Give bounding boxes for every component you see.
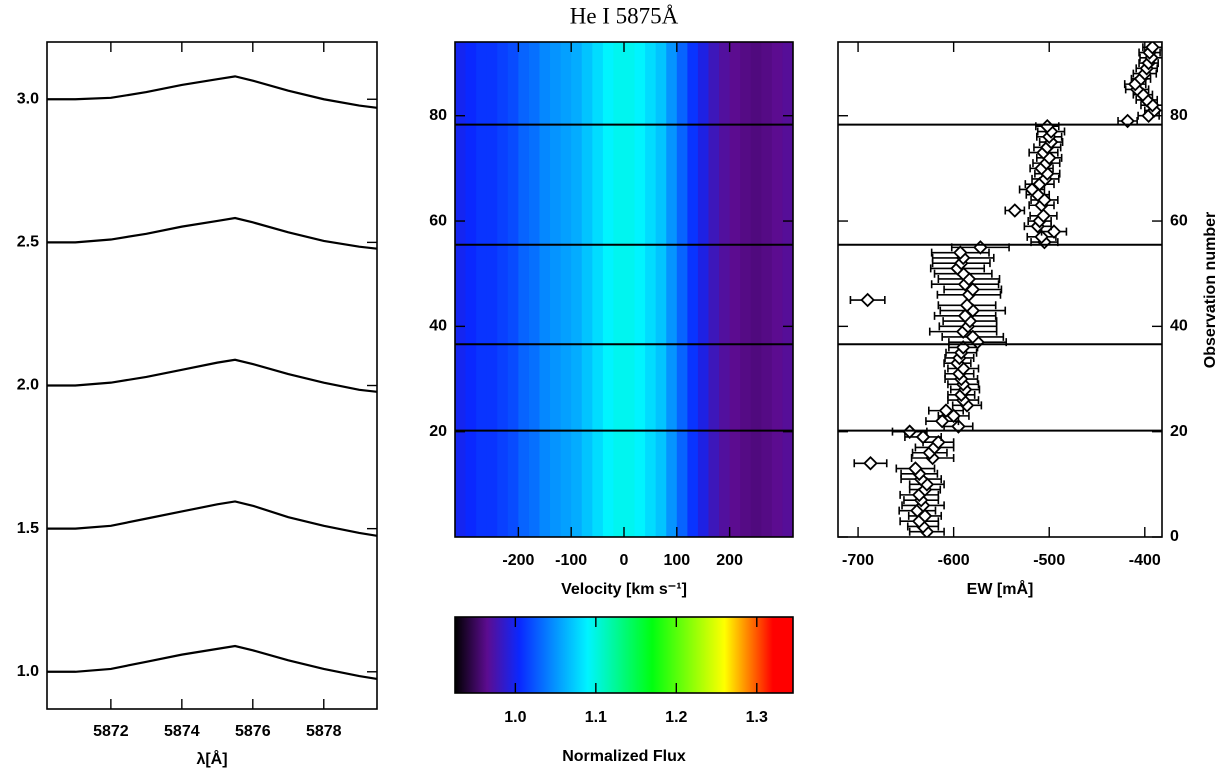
- heatmap-cell: [687, 42, 699, 537]
- plot-frame: [454, 616, 794, 694]
- x-tick-label: 5872: [93, 723, 129, 740]
- x-tick-label: 200: [716, 552, 743, 569]
- heatmap-cell: [539, 42, 551, 537]
- spectrum-line: [47, 216, 378, 250]
- heatmap-cell: [634, 42, 646, 537]
- heatmap-cell: [602, 42, 614, 537]
- y-tick-label: 1.5: [17, 520, 39, 537]
- diamond-marker: [860, 292, 875, 308]
- x-tick-label: 1.3: [746, 709, 768, 726]
- x-axis-label: EW [mÅ]: [967, 579, 1034, 598]
- points: [849, 42, 1162, 537]
- x-tick-label: -400: [1129, 552, 1161, 569]
- colorbar: [455, 617, 793, 693]
- diamond-marker: [1046, 224, 1062, 239]
- y-tick-label: 3.0: [17, 90, 39, 107]
- x-tick-label: 5874: [164, 723, 200, 740]
- heatmap-cell: [645, 42, 657, 537]
- y-tick-label: 60: [429, 212, 447, 229]
- spectrum-line: [47, 75, 378, 109]
- diamond-marker: [965, 329, 981, 345]
- heatmap-cell: [560, 42, 572, 537]
- x-tick-label: -200: [502, 552, 534, 569]
- x-tick-label: -500: [1033, 552, 1065, 569]
- heatmap-cell: [719, 42, 731, 537]
- heatmap-cell: [613, 42, 625, 537]
- diamond-marker: [1034, 229, 1049, 245]
- heatmap-cell: [782, 42, 794, 537]
- y-tick-label: 80: [1170, 107, 1188, 124]
- spectrum-line: [47, 500, 378, 537]
- spectrum-line: [47, 644, 378, 681]
- y-tick-label: 40: [1170, 318, 1188, 335]
- plot-frame: [837, 41, 1163, 538]
- diamond-marker: [1145, 42, 1160, 55]
- y-tick-label: 40: [429, 318, 447, 335]
- diamond-marker: [953, 245, 968, 260]
- x-tick-label: -100: [555, 552, 587, 569]
- y-tick-label: 20: [429, 423, 447, 440]
- x-tick-label: 100: [663, 552, 690, 569]
- x-tick-label: 1.0: [504, 709, 526, 726]
- diamond-marker: [973, 240, 988, 255]
- plot-frame: [46, 41, 378, 710]
- y-tick-label: 60: [1170, 212, 1188, 229]
- colorbar-label: Normalized Flux: [562, 748, 686, 765]
- heatmap-cell: [708, 42, 720, 537]
- x-tick-label: 1.1: [585, 709, 607, 726]
- diamond-marker: [908, 461, 923, 476]
- heatmap-cell: [676, 42, 688, 537]
- y-tick-label: 1.0: [17, 663, 39, 680]
- heatmap-cell: [507, 42, 519, 537]
- heatmap-cell: [550, 42, 562, 537]
- x-tick-label: -700: [842, 552, 874, 569]
- diamond-marker: [938, 403, 954, 418]
- y-tick-label: 0: [1170, 528, 1179, 545]
- x-axis-label: Velocity [km s⁻¹]: [561, 581, 687, 598]
- x-tick-label: 5878: [306, 723, 342, 740]
- y-tick-label: 20: [1170, 423, 1188, 440]
- x-tick-label: 5876: [235, 723, 271, 740]
- heatmap-cell: [592, 42, 604, 537]
- y-tick-label: 80: [429, 107, 447, 124]
- diamond-marker: [1007, 203, 1023, 218]
- heatmap-cell: [581, 42, 593, 537]
- y-tick-label: 2.0: [17, 377, 39, 394]
- diamond-marker: [959, 298, 975, 313]
- heatmap-cell: [624, 42, 636, 537]
- heatmap-cell: [761, 42, 773, 537]
- heatmap-cell: [486, 42, 498, 537]
- heatmap-cell: [771, 42, 783, 537]
- x-tick-label: 1.2: [665, 709, 687, 726]
- heatmap-cell: [740, 42, 752, 537]
- heatmap-cell: [655, 42, 667, 537]
- heatmap-cell: [697, 42, 709, 537]
- heatmap-cell: [750, 42, 762, 537]
- heatmap-cell: [518, 42, 530, 537]
- heatmap-cell: [455, 42, 467, 537]
- x-axis-label: λ[Å]: [196, 749, 227, 768]
- heatmap-cell: [666, 42, 678, 537]
- diamond-marker: [951, 419, 966, 434]
- heatmap-cell: [465, 42, 477, 537]
- heatmap-cell: [528, 42, 540, 537]
- x-tick-label: 0: [620, 552, 629, 569]
- y-tick-label: 2.5: [17, 234, 39, 251]
- diamond-marker: [863, 456, 878, 471]
- heatmap-cell: [497, 42, 509, 537]
- y-axis-label: Observation number: [1202, 212, 1219, 368]
- diamond-marker: [1036, 208, 1051, 224]
- heatmap-cell: [476, 42, 488, 537]
- heatmap-cell: [729, 42, 741, 537]
- chart-title: He I 5875Å: [570, 3, 679, 28]
- spectrum-line: [47, 358, 378, 393]
- heatmap-cell: [571, 42, 583, 537]
- x-tick-label: -600: [938, 552, 970, 569]
